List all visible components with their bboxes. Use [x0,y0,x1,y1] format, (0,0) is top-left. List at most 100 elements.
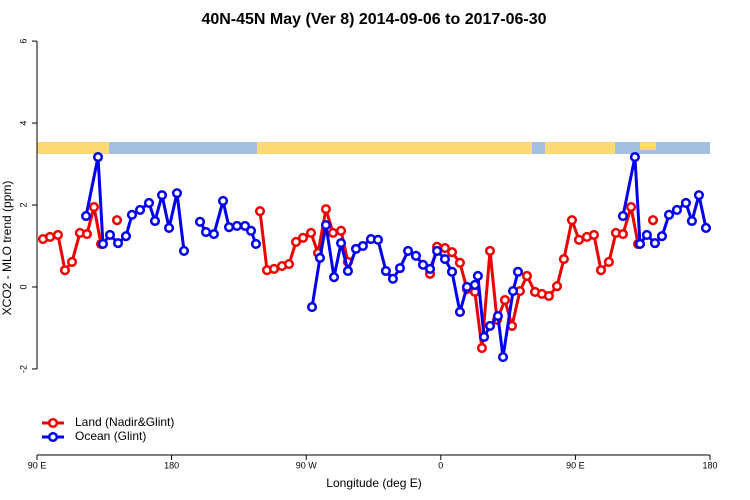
point [454,257,465,268]
point [439,254,451,265]
y-tick-label: 2 [18,203,28,208]
x-axis-label: Longitude (deg E) [326,476,421,490]
x-tick-label: 180 [164,460,179,470]
point [305,227,317,238]
point [521,270,532,281]
point [700,222,712,234]
point [497,352,509,363]
point [320,204,331,215]
point [134,204,146,215]
chart-title: 40N-45N May (Ver 8) 2014-09-06 to 2017-0… [201,11,546,28]
point [113,238,124,249]
point [478,331,490,343]
point [649,238,661,249]
legend-marker [47,417,59,429]
y-tick-label: -2 [18,365,28,373]
point [603,256,614,268]
series-line [43,207,653,348]
point [551,281,563,292]
point [512,266,524,277]
point [44,231,56,243]
point [156,190,168,201]
point [617,229,629,240]
x-tick-label: 180 [702,460,717,470]
point [81,211,92,222]
point [254,206,266,217]
y-tick-label: 4 [18,121,28,126]
point [558,254,569,265]
point [671,204,682,215]
point [217,195,229,206]
point [171,188,183,199]
point [454,306,465,318]
point [507,286,519,297]
point [663,209,675,220]
point [143,197,155,209]
point [290,236,302,247]
x-tick-label: 90 E [28,460,47,470]
point [357,240,368,252]
point [268,263,280,274]
point [194,216,206,227]
point [432,245,443,256]
point [126,209,138,220]
point [634,238,646,250]
point [402,245,414,256]
y-tick-label: 0 [18,284,28,289]
point [283,258,295,270]
point [680,197,691,209]
point [588,229,599,240]
point [472,270,483,281]
point [410,250,422,261]
point [372,234,384,245]
point [178,245,190,256]
point [200,227,212,238]
point [88,202,100,213]
point [484,245,496,256]
point [484,320,496,331]
point [52,229,63,240]
point [81,229,93,240]
x-tick-label: 0 [438,460,443,470]
point [250,238,261,250]
point [476,342,487,354]
point [625,202,637,213]
y-axis-label: XCO2 - MLO trend (ppm) [0,181,14,316]
point [342,265,353,277]
point [446,247,458,258]
point [647,215,659,226]
point [298,232,309,243]
point [417,259,429,270]
point [59,265,71,276]
point [424,263,436,274]
point [111,215,123,226]
point [66,256,78,268]
point [492,311,503,322]
y-tick-label: 6 [18,39,28,44]
point [595,265,607,276]
land-ocean-mask [37,142,710,154]
point [566,215,578,226]
point [208,229,219,240]
point [380,265,391,277]
point [573,234,585,245]
legend-marker [47,431,59,443]
point [387,273,398,284]
point [335,225,347,236]
point [245,225,257,236]
point [104,229,116,240]
point [223,222,235,233]
series-line [84,156,708,358]
x-tick-label: 90 E [566,460,585,470]
point [314,252,326,263]
point [97,238,109,250]
legend-text: Ocean (Glint) [75,429,146,443]
point [149,215,161,227]
point [499,295,511,306]
point [629,152,640,163]
point [394,263,406,274]
point [469,279,480,290]
point [320,220,331,231]
point [686,215,697,227]
